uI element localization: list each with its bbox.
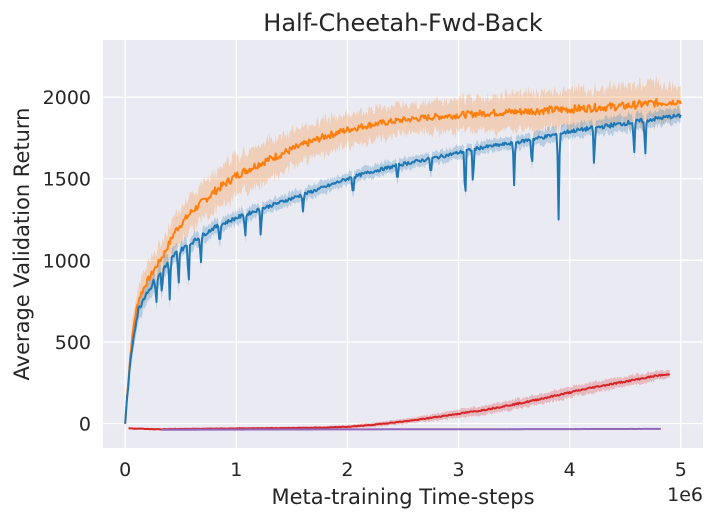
y-tick-label: 2000: [43, 87, 91, 109]
x-tick-label: 3: [453, 459, 465, 481]
purple-series-line: [160, 427, 661, 431]
x-tick-labels: 0 1 2 3 4 5: [119, 459, 687, 481]
y-tick-label: 500: [55, 332, 91, 354]
x-axis-offset-label: 1e6: [667, 484, 703, 506]
grid-lines: [103, 40, 703, 448]
x-tick-label: 2: [341, 459, 353, 481]
blue-series-line: [124, 113, 682, 424]
x-tick-label: 4: [564, 459, 576, 481]
y-tick-label: 0: [79, 414, 91, 436]
series-lines: [124, 98, 682, 431]
y-tick-label: 1000: [43, 250, 91, 272]
blue-series-band: [125, 105, 681, 428]
x-tick-label: 1: [230, 459, 242, 481]
y-tick-label: 1500: [43, 169, 91, 191]
x-axis-label: Meta-training Time-steps: [271, 485, 534, 509]
orange-series-line: [124, 98, 682, 424]
red-series-band: [128, 369, 670, 431]
chart-title: Half-Cheetah-Fwd-Back: [263, 9, 543, 37]
x-tick-label: 5: [675, 459, 687, 481]
y-axis-label: Average Validation Return: [10, 108, 34, 381]
y-tick-labels: 0 500 1000 1500 2000: [43, 87, 91, 435]
x-tick-label: 0: [119, 459, 131, 481]
